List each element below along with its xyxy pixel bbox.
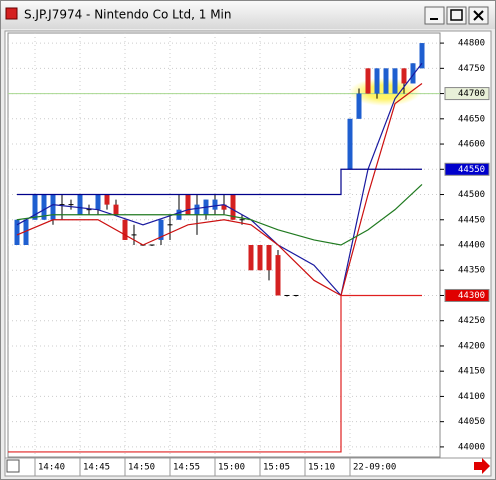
y-tick-label: 44600 [458,140,485,150]
price-marker [444,87,490,101]
y-tick-label: 44050 [458,417,485,427]
y-tick-label: 44500 [458,190,485,200]
close-icon [473,10,484,21]
bar-body [266,245,272,271]
y-tick-label: 44800 [458,39,485,49]
bar-body [392,68,398,94]
scroll-arrow[interactable] [474,458,490,474]
bar-body [41,194,47,220]
bar-body [185,194,191,215]
bar-body [113,204,119,215]
bar-body [347,118,353,170]
x-tick-label: 14:45 [83,463,110,473]
x-tick-label: 14:50 [128,463,155,473]
scroll-box[interactable] [6,459,20,473]
x-tick-label: 22-09:00 [353,463,396,473]
app-icon [5,7,18,20]
bar-body [248,245,254,271]
y-tick-label: 44750 [458,64,485,74]
x-tick-label: 15:10 [308,463,335,473]
indicator-line [17,168,422,196]
bar-body [221,204,227,210]
plot-layer: 44000 44050 44100 44150 44200 44250 44300 44350… [8,33,490,476]
window-buttons[interactable] [424,6,489,25]
price-marker-label: 44550 [458,165,485,175]
x-tick-label: 15:05 [263,463,290,473]
x-tick-label: 15:00 [218,463,245,473]
bar-body [419,43,425,69]
price-marker [444,162,490,176]
y-tick-label: 44400 [458,241,485,251]
y-tick-label: 44150 [458,367,485,377]
bar-body [122,219,128,240]
bar-body [158,219,164,240]
indicator-line [16,183,423,246]
x-tick-label: 14:40 [38,463,65,473]
bar-body [374,68,380,94]
bar-body [14,219,20,245]
price-marker-label: 44700 [458,89,485,99]
bar-body [104,194,110,205]
y-tick-label: 44200 [458,341,485,351]
y-tick-label: 44450 [458,215,485,225]
bar-body [212,199,218,210]
price-marker [444,288,490,302]
bar-body [257,245,263,271]
bar-body [32,194,38,220]
bar-body [383,68,389,94]
bar-body [77,194,83,215]
indicator-line [16,82,423,297]
title-bar [1,1,495,29]
bar-body [401,68,407,84]
x-tick-label: 14:55 [173,463,200,473]
time-axis-bar [4,457,492,477]
maximize-icon [450,9,463,21]
indicator-line [8,294,422,453]
bar-body [410,63,416,84]
y-tick-label: 44000 [458,442,485,452]
y-tick-label: 44100 [458,392,485,402]
bar-body [356,93,362,119]
bar-body [275,255,281,296]
bar-body [230,194,236,220]
bar-body [194,204,200,215]
bar-body [95,194,101,210]
bar-body [50,194,56,220]
bar-body [365,68,371,94]
minimize-button[interactable] [424,6,445,25]
price-marker-label: 44300 [458,291,485,301]
y-tick-label: 44650 [458,114,485,124]
y-tick-label: 44350 [458,266,485,276]
bar-body [23,219,29,245]
window-title: S.JP.J7974 - Nintendo Co Ltd, 1 Min [24,8,232,22]
y-tick-label: 44250 [458,316,485,326]
